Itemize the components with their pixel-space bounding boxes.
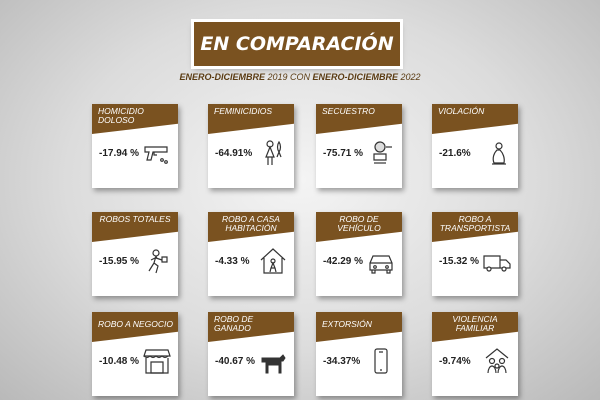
- period-start: ENERO-DICIEMBRE: [179, 72, 265, 82]
- card-value: -17.94 %: [99, 148, 140, 159]
- card-label: HOMICIDIO DOLOSO: [98, 106, 144, 125]
- card-value: -42.29 %: [323, 256, 364, 267]
- stat-card-robo-vehiculo: ROBO DE VEHÍCULO -42.29 %: [316, 212, 402, 296]
- card-label: ROBOS TOTALES: [99, 214, 171, 224]
- woman-icon: [258, 138, 288, 168]
- stat-card-robo-transportista: ROBO A TRANSPORTISTA -15.32 %: [432, 212, 518, 296]
- card-label: EXTORSIÓN: [322, 319, 372, 329]
- victim-icon: [482, 138, 512, 168]
- house-icon: [258, 246, 288, 276]
- phone-icon: [366, 346, 396, 376]
- card-label: VIOLENCIA FAMILIAR: [452, 314, 498, 333]
- stat-card-secuestro: SECUESTRO -75.71 %: [316, 104, 402, 188]
- card-label: ROBO DE GANADO: [214, 314, 254, 333]
- card-label: ROBO DE VEHÍCULO: [337, 214, 381, 233]
- cow-icon: [258, 346, 288, 376]
- store-icon: [142, 346, 172, 376]
- card-value: -40.67 %: [215, 356, 256, 367]
- card-value: -9.74%: [439, 356, 471, 367]
- stat-card-robo-casa: ROBO A CASA HABITACIÓN -4.33 %: [208, 212, 294, 296]
- card-label: FEMINICIDIOS: [214, 106, 273, 116]
- gun-icon: [142, 138, 172, 168]
- card-label: SECUESTRO: [322, 106, 375, 116]
- stat-card-violacion: VIOLACIÓN -21.6%: [432, 104, 518, 188]
- hostage-icon: [366, 138, 396, 168]
- card-value: -15.32 %: [439, 256, 480, 267]
- card-value: -4.33 %: [215, 256, 250, 267]
- card-label: ROBO A CASA HABITACIÓN: [222, 214, 280, 233]
- stat-card-robos-totales: ROBOS TOTALES -15.95 %: [92, 212, 178, 296]
- card-label: ROBO A NEGOCIO: [98, 319, 173, 329]
- card-value: -34.37%: [323, 356, 361, 367]
- stat-card-homicidio: HOMICIDIO DOLOSO -17.94 %: [92, 104, 178, 188]
- period-connector: 2019 CON: [264, 72, 313, 82]
- card-value: -10.48 %: [99, 356, 140, 367]
- car-icon: [366, 246, 396, 276]
- stat-card-robo-negocio: ROBO A NEGOCIO -10.48 %: [92, 312, 178, 396]
- card-label: VIOLACIÓN: [438, 106, 485, 116]
- truck-icon: [482, 246, 512, 276]
- period-end-label: ENERO-DICIEMBRE: [312, 72, 399, 82]
- stat-card-extorsion: EXTORSIÓN -34.37%: [316, 312, 402, 396]
- period-subtitle: ENERO-DICIEMBRE 2019 CON ENERO-DICIEMBRE…: [0, 72, 600, 82]
- card-value: -75.71 %: [323, 148, 364, 159]
- card-label: ROBO A TRANSPORTISTA: [439, 214, 511, 233]
- card-value: -15.95 %: [99, 256, 140, 267]
- card-value: -64.91%: [215, 148, 253, 159]
- stat-card-robo-ganado: ROBO DE GANADO -40.67 %: [208, 312, 294, 396]
- card-value: -21.6%: [439, 148, 471, 159]
- family-icon: [482, 346, 512, 376]
- period-end-year: 2022: [398, 72, 421, 82]
- stat-card-violencia-familiar: VIOLENCIA FAMILIAR -9.74%: [432, 312, 518, 396]
- page-title: EN COMPARACIÓN: [194, 22, 400, 66]
- stat-card-feminicidios: FEMINICIDIOS -64.91%: [208, 104, 294, 188]
- thief-icon: [142, 246, 172, 276]
